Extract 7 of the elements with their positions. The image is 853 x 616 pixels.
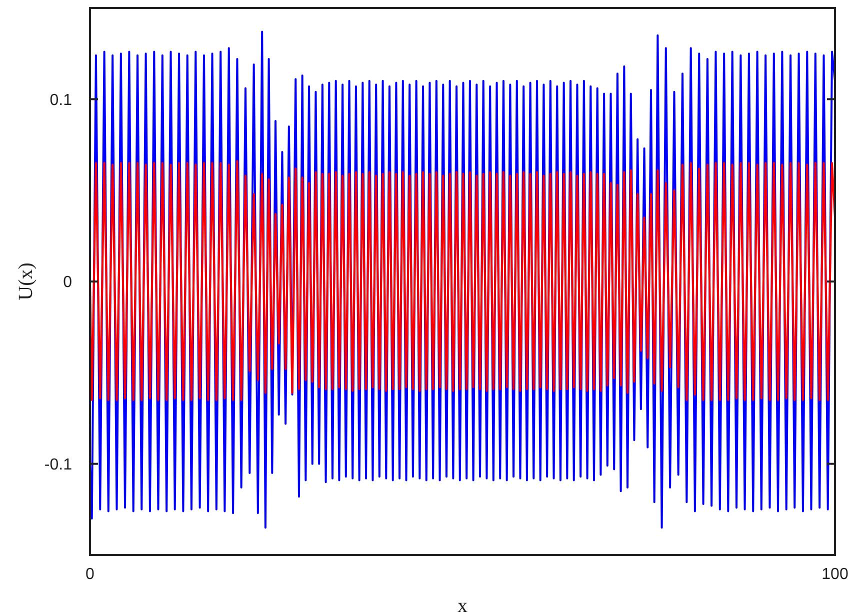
y-tick-label: -0.1: [44, 456, 72, 474]
x-tick-label: 100: [822, 566, 848, 583]
x-axis-title: x: [458, 595, 468, 616]
y-axis-title: U(x): [15, 262, 37, 300]
y-tick-label: 0: [63, 274, 72, 292]
line-series: [90, 160, 835, 402]
y-tick-label: 0.1: [50, 92, 72, 109]
